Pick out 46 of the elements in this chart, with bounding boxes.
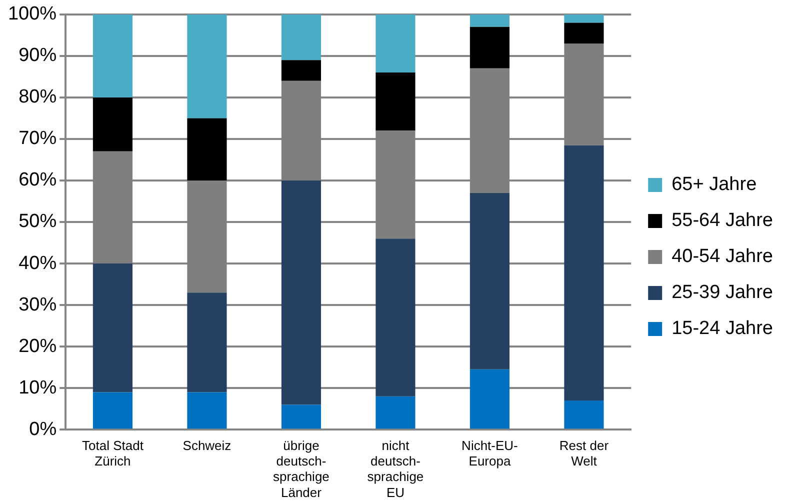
- y-tick-label: 30%: [18, 294, 57, 316]
- legend-label: 15-24 Jahre: [672, 318, 774, 340]
- bar: [564, 14, 604, 23]
- x-tick-label: nicht deutsch- sprachige EU: [367, 438, 424, 500]
- bar: [376, 72, 416, 131]
- y-tick-label: 10%: [18, 377, 57, 398]
- bar: [92, 97, 133, 152]
- y-tick-label: 90%: [18, 45, 57, 66]
- legend-label: 25-39 Jahre: [672, 282, 774, 304]
- bar: [564, 22, 604, 44]
- bar: [281, 14, 322, 60]
- bar: [92, 264, 133, 392]
- y-tick-label: 50%: [18, 211, 57, 232]
- x-tick-label: Total Stadt Zürich: [82, 438, 144, 469]
- y-tick-label: 60%: [18, 170, 57, 191]
- bar: [470, 192, 510, 370]
- bar: [281, 60, 322, 81]
- bar: [187, 118, 227, 180]
- bar: [92, 392, 133, 429]
- bar: [187, 292, 227, 392]
- y-tick-label: 70%: [18, 128, 57, 150]
- legend-label: 65+ Jahre: [672, 174, 757, 196]
- bar: [376, 14, 416, 73]
- bar: [376, 238, 416, 396]
- x-tick-label: Nicht-EU- Europa: [462, 438, 518, 469]
- y-tick-label: 0%: [29, 418, 57, 440]
- legend-label: 55-64 Jahre: [672, 210, 774, 232]
- bar: [470, 26, 510, 68]
- y-tick-label: 20%: [18, 336, 57, 357]
- y-tick-label: 100%: [8, 4, 57, 25]
- bar: [376, 396, 416, 429]
- bar: [470, 369, 510, 429]
- bar: [564, 400, 604, 429]
- x-tick-label: Rest der Welt: [559, 438, 610, 469]
- y-tick-label: 80%: [18, 86, 57, 108]
- bar: [187, 392, 227, 429]
- bar: [187, 14, 227, 118]
- bar: [470, 14, 510, 27]
- x-tick-label: übrige deutsch- sprachige Länder: [273, 438, 330, 500]
- bar: [92, 14, 133, 98]
- legend-label: 40-54 Jahre: [672, 246, 774, 268]
- bar: [564, 145, 604, 401]
- bar: [281, 180, 322, 405]
- bar: [281, 404, 322, 429]
- y-tick-label: 40%: [18, 252, 57, 274]
- x-tick-label: Schweiz: [182, 438, 232, 453]
